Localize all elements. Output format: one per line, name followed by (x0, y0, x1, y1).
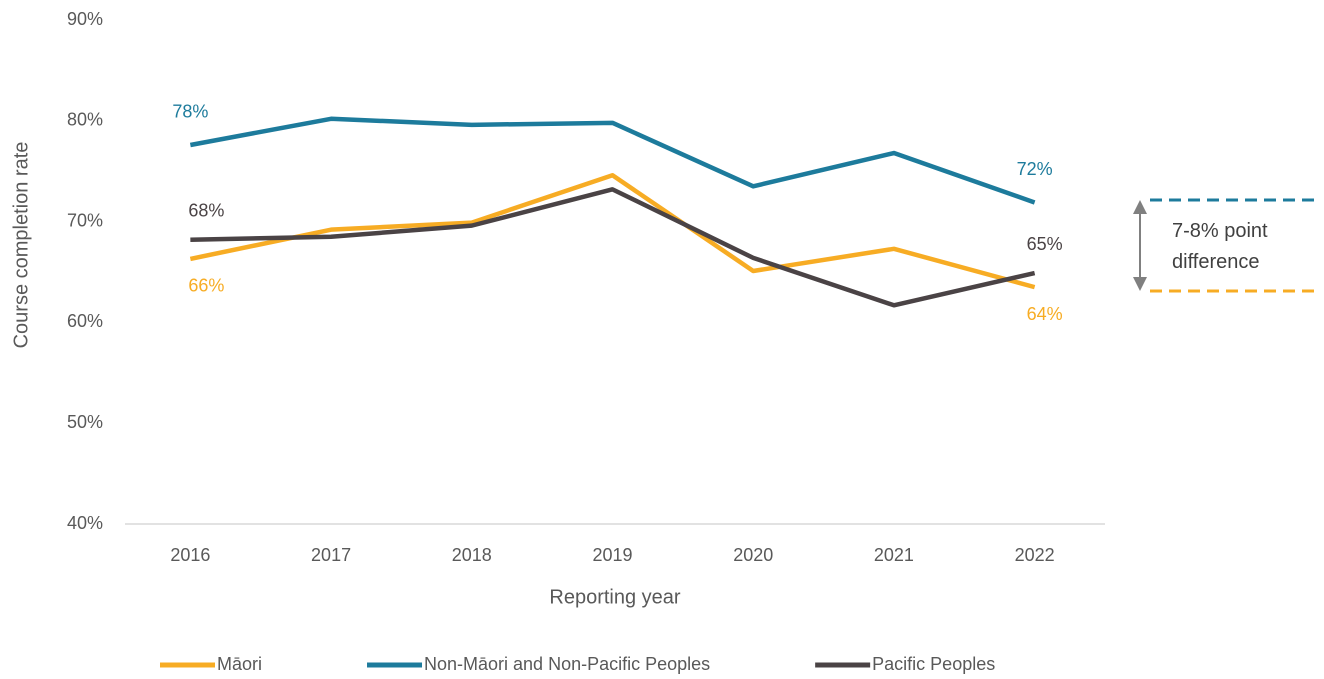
legend-label: Māori (217, 654, 262, 674)
y-tick-label: 80% (67, 110, 103, 130)
y-tick-label: 40% (67, 513, 103, 533)
data-label: 78% (172, 102, 208, 122)
legend-label: Pacific Peoples (872, 654, 995, 674)
series-line (189, 116, 1036, 205)
series-line (189, 172, 1036, 290)
x-tick-label: 2020 (733, 545, 773, 565)
x-tick-label: 2019 (592, 545, 632, 565)
data-label: 65% (1027, 234, 1063, 254)
y-tick-label: 60% (67, 311, 103, 331)
legend-label: Non-Māori and Non-Pacific Peoples (424, 654, 710, 674)
x-tick-label: 2018 (452, 545, 492, 565)
x-tick-label: 2016 (170, 545, 210, 565)
data-label: 68% (188, 200, 224, 220)
data-label: 64% (1027, 304, 1063, 324)
series-line (190, 187, 1036, 308)
x-axis-label: Reporting year (549, 586, 681, 608)
y-axis-label: Course completion rate (10, 142, 32, 349)
y-tick-label: 70% (67, 210, 103, 230)
data-label: 66% (188, 276, 224, 296)
x-tick-label: 2017 (311, 545, 351, 565)
y-tick-label: 50% (67, 412, 103, 432)
annotation: 7-8% point difference (1172, 220, 1268, 273)
y-tick-label: 90% (67, 9, 103, 29)
x-tick-label: 2022 (1015, 545, 1055, 565)
x-tick-label: 2021 (874, 545, 914, 565)
data-label: 72% (1017, 159, 1053, 179)
